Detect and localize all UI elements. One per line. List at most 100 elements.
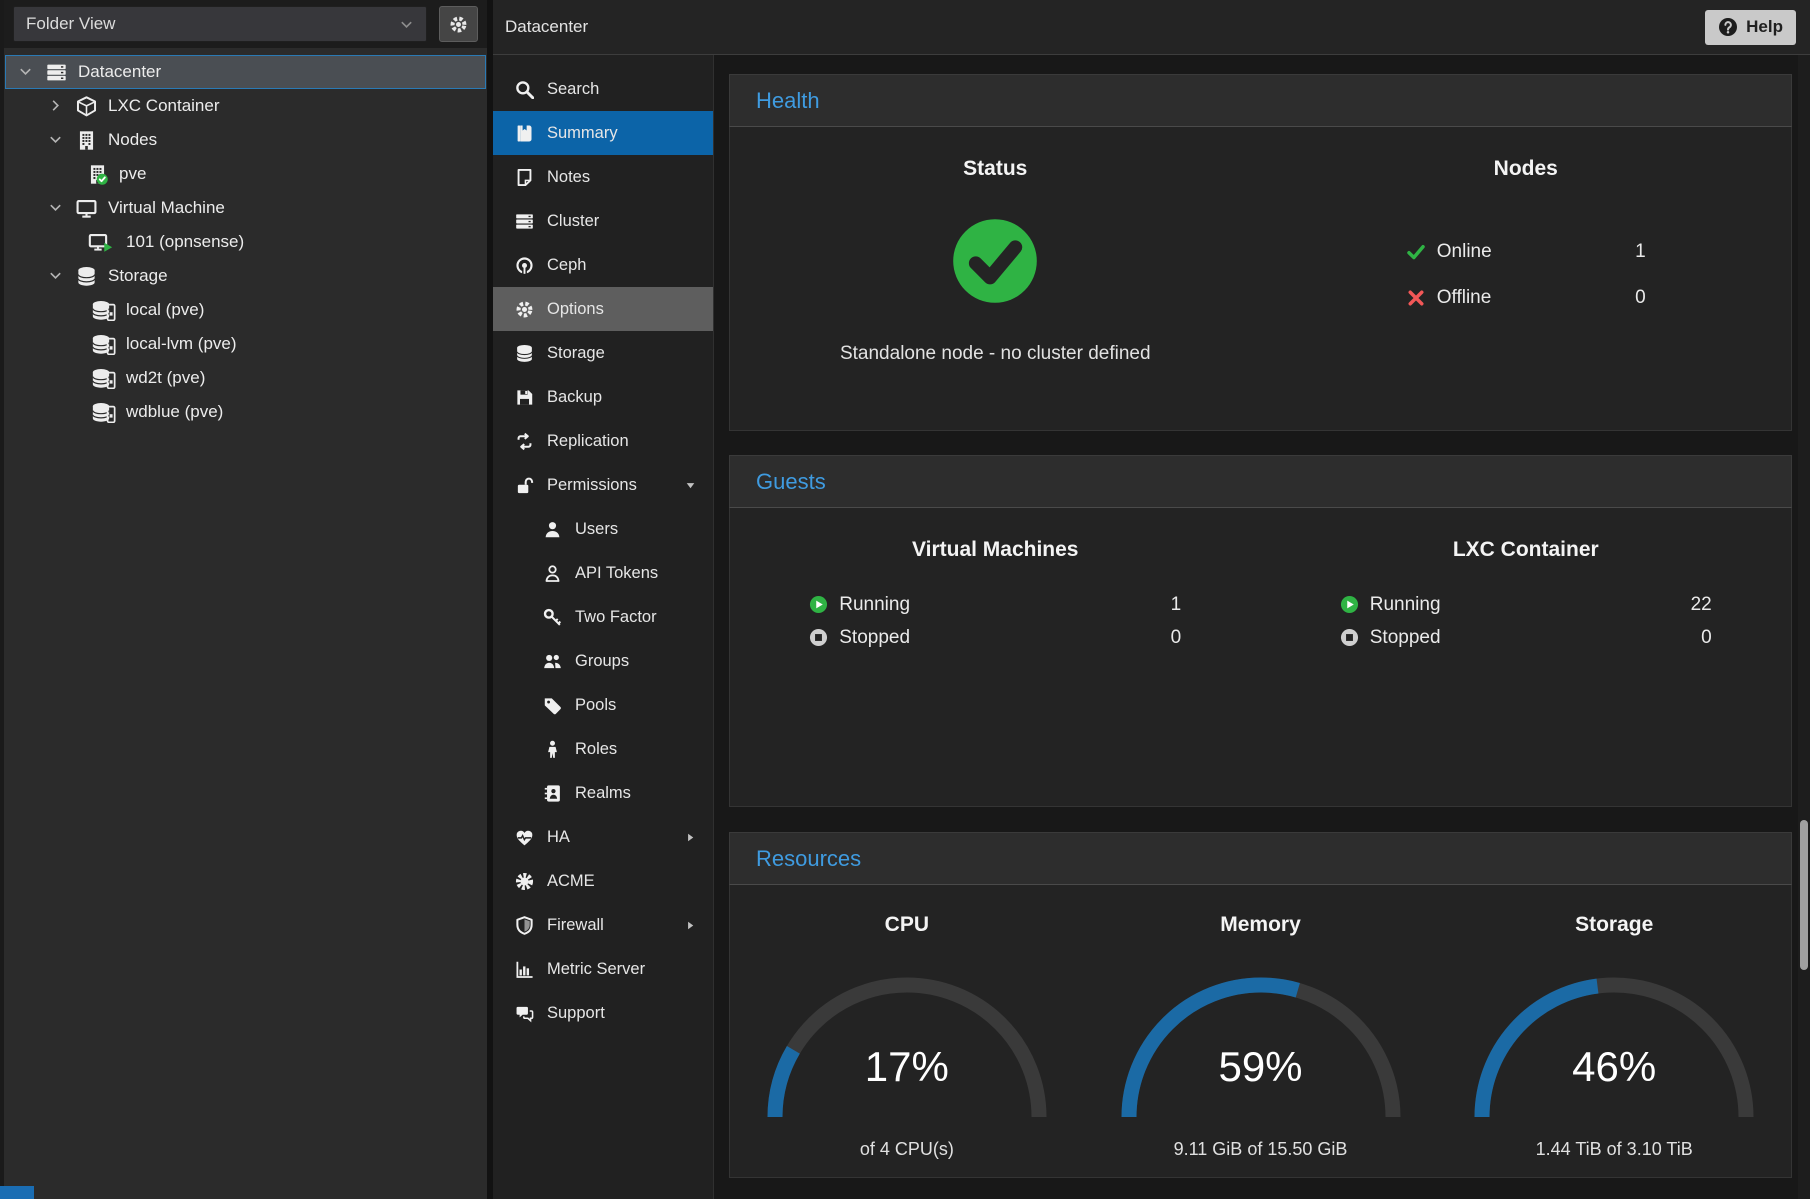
chevron-down-icon[interactable] xyxy=(685,480,696,491)
tree-item-pve[interactable]: pve xyxy=(5,157,486,191)
view-mode-select[interactable]: Folder View xyxy=(13,6,427,42)
tree-item-vm-101[interactable]: 101 (opnsense) xyxy=(5,225,486,259)
book-icon xyxy=(515,124,534,143)
chevron-right-icon[interactable] xyxy=(685,832,696,843)
lxc-title: LXC Container xyxy=(1452,538,1599,561)
tree-item-label: Datacenter xyxy=(78,62,162,81)
menu-item-backup[interactable]: Backup xyxy=(493,375,713,419)
stop-circle-icon xyxy=(809,628,828,647)
menu-item-acme[interactable]: ACME xyxy=(493,859,713,903)
tree-item-nodes[interactable]: Nodes xyxy=(5,123,486,157)
tree-item-label: local-lvm (pve) xyxy=(126,334,237,353)
menu-item-users[interactable]: Users xyxy=(493,507,713,551)
tree-item-datacenter[interactable]: Datacenter xyxy=(5,55,486,89)
resource-tree-panel: Folder View Datacenter LXC Container N xyxy=(0,0,493,1199)
scrollbar-thumb[interactable] xyxy=(1800,820,1808,970)
menu-item-label: Roles xyxy=(575,739,618,758)
menu-item-label: Support xyxy=(547,1003,605,1022)
menu-item-label: Options xyxy=(547,299,604,318)
menu-item-cluster[interactable]: Cluster xyxy=(493,199,713,243)
menu-item-summary[interactable]: Summary xyxy=(493,111,713,155)
tree-item-storage[interactable]: Storage xyxy=(5,259,486,293)
question-circle-icon xyxy=(1718,17,1738,37)
chevron-right-icon[interactable] xyxy=(685,920,696,931)
tree-toolbar: Folder View xyxy=(4,0,487,48)
nodes-offline-label: Offline xyxy=(1436,287,1492,308)
database-drive-icon xyxy=(86,300,116,321)
tree-item-storage-local[interactable]: local (pve) xyxy=(5,293,486,327)
menu-item-ha[interactable]: HA xyxy=(493,815,713,859)
check-icon xyxy=(1406,242,1426,262)
menu-item-realms[interactable]: Realms xyxy=(493,771,713,815)
heartbeat-icon xyxy=(515,828,534,847)
virtual-machines-title: Virtual Machines xyxy=(911,538,1079,561)
content-header: Datacenter Help xyxy=(493,0,1810,55)
lxc-stopped-value: 0 xyxy=(1701,626,1712,648)
menu-item-ceph[interactable]: Ceph xyxy=(493,243,713,287)
menu-item-label: Groups xyxy=(575,651,630,670)
menu-item-support[interactable]: Support xyxy=(493,991,713,1035)
play-circle-icon xyxy=(809,595,828,614)
guests-panel-header: Guests xyxy=(729,455,1792,508)
nodes-online-label: Online xyxy=(1436,241,1492,262)
cpu-gauge-title: CPU xyxy=(884,913,929,936)
menu-item-firewall[interactable]: Firewall xyxy=(493,903,713,947)
nodes-rows: Online 1 Offline 0 xyxy=(1406,229,1646,321)
menu-item-label: Search xyxy=(547,79,600,98)
tree-item-storage-wdblue[interactable]: wdblue (pve) xyxy=(5,395,486,429)
users-icon xyxy=(543,652,562,671)
nodes-offline-value: 0 xyxy=(1635,287,1646,308)
menu-item-notes[interactable]: Notes xyxy=(493,155,713,199)
lxc-stopped-label: Stopped xyxy=(1369,626,1441,648)
chevron-down-icon[interactable] xyxy=(48,200,68,216)
chevron-down-icon[interactable] xyxy=(48,132,68,148)
menu-item-label: HA xyxy=(547,827,570,846)
tree-item-lxc-container[interactable]: LXC Container xyxy=(5,89,486,123)
shield-icon xyxy=(515,916,534,935)
play-circle-icon xyxy=(1340,595,1359,614)
vm-stopped-row: Stopped 0 xyxy=(809,621,1181,654)
chevron-down-icon[interactable] xyxy=(18,64,38,80)
tree-settings-button[interactable] xyxy=(439,6,478,42)
cube-icon xyxy=(75,96,98,117)
storage-gauge-title: Storage xyxy=(1575,913,1654,936)
node-online-icon xyxy=(86,164,109,185)
menu-item-api-tokens[interactable]: API Tokens xyxy=(493,551,713,595)
datacenter-menu: Search Summary Notes Cluster Ceph xyxy=(493,55,714,1199)
health-panel-title: Health xyxy=(756,87,820,113)
tag-icon xyxy=(543,696,562,715)
chevron-down-icon[interactable] xyxy=(48,268,68,284)
gear-icon xyxy=(515,300,534,319)
menu-item-label: Ceph xyxy=(547,255,587,274)
menu-item-label: Pools xyxy=(575,695,617,714)
menu-item-metric-server[interactable]: Metric Server xyxy=(493,947,713,991)
health-panel-header: Health xyxy=(729,74,1792,127)
ceph-icon xyxy=(515,256,534,275)
tree-item-virtual-machine[interactable]: Virtual Machine xyxy=(5,191,486,225)
menu-item-search[interactable]: Search xyxy=(493,67,713,111)
menu-item-groups[interactable]: Groups xyxy=(493,639,713,683)
menu-item-storage[interactable]: Storage xyxy=(493,331,713,375)
chevron-right-icon[interactable] xyxy=(48,98,68,114)
tree-item-storage-local-lvm[interactable]: local-lvm (pve) xyxy=(5,327,486,361)
gear-icon xyxy=(449,15,468,34)
menu-item-two-factor[interactable]: Two Factor xyxy=(493,595,713,639)
menu-item-label: Notes xyxy=(547,167,591,186)
menu-item-replication[interactable]: Replication xyxy=(493,419,713,463)
vm-running-label: Running xyxy=(839,593,911,615)
menu-item-options[interactable]: Options xyxy=(493,287,713,331)
content-scrollbar[interactable] xyxy=(1798,55,1810,1199)
cpu-gauge-percent: 17% xyxy=(864,1043,949,1090)
lxc-running-label: Running xyxy=(1369,593,1441,615)
vm-stopped-label: Stopped xyxy=(839,626,911,648)
menu-item-roles[interactable]: Roles xyxy=(493,727,713,771)
tree-item-label: local (pve) xyxy=(126,300,205,319)
resources-panel: Resources CPU 17% o xyxy=(729,832,1792,1178)
menu-item-pools[interactable]: Pools xyxy=(493,683,713,727)
right-region: Datacenter Help Search Summary Notes xyxy=(493,0,1810,1199)
memory-gauge-title: Memory xyxy=(1220,913,1301,936)
help-button[interactable]: Help xyxy=(1705,9,1796,45)
tree-item-storage-wd2t[interactable]: wd2t (pve) xyxy=(5,361,486,395)
menu-item-permissions[interactable]: Permissions xyxy=(493,463,713,507)
